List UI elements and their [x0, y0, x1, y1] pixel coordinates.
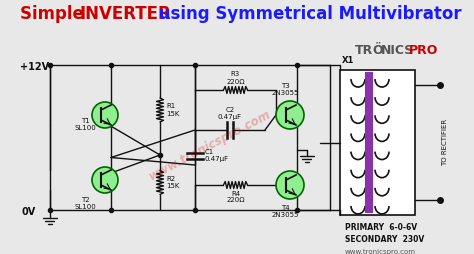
Text: +12V: +12V [20, 62, 49, 72]
Text: TR: TR [355, 43, 373, 56]
Text: PRO: PRO [409, 43, 438, 56]
Text: T1
SL100: T1 SL100 [74, 118, 96, 131]
Text: T2
SL100: T2 SL100 [74, 197, 96, 210]
Text: 0V: 0V [22, 207, 36, 217]
Text: R3
220Ω: R3 220Ω [226, 71, 245, 85]
Text: T4
2N3055: T4 2N3055 [271, 205, 299, 218]
Text: R1
15K: R1 15K [166, 103, 179, 117]
Text: Ö: Ö [372, 43, 383, 56]
Text: R2
15K: R2 15K [166, 176, 179, 189]
Bar [340, 70, 415, 215]
Text: Simple: Simple [20, 5, 90, 23]
Text: www.tronicspro.com: www.tronicspro.com [345, 249, 416, 254]
Text: NICS: NICS [381, 43, 414, 56]
Text: X1: X1 [342, 56, 355, 65]
Circle shape [92, 102, 118, 128]
Text: T3
2N3055: T3 2N3055 [271, 83, 299, 96]
Text: R4
220Ω: R4 220Ω [226, 190, 245, 203]
Text: INVERTER: INVERTER [80, 5, 172, 23]
Text: using Symmetrical Multivibrator: using Symmetrical Multivibrator [153, 5, 462, 23]
Circle shape [276, 101, 304, 129]
Text: PRIMARY  6-0-6V: PRIMARY 6-0-6V [345, 223, 417, 232]
Text: SECONDARY  230V: SECONDARY 230V [345, 235, 424, 244]
Circle shape [276, 171, 304, 199]
Text: C2
0.47μF: C2 0.47μF [218, 107, 242, 120]
Circle shape [92, 167, 118, 193]
Text: www.tronicspro.com: www.tronicspro.com [147, 107, 273, 183]
Text: TO RECTIFIER: TO RECTIFIER [442, 119, 448, 166]
Text: C1
0.47μF: C1 0.47μF [205, 149, 229, 162]
